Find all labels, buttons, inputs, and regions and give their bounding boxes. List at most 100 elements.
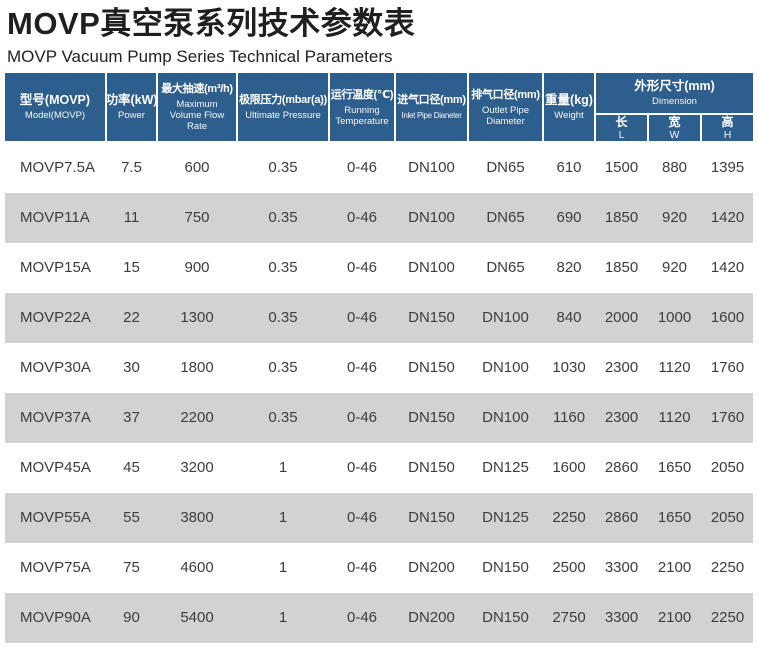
header-dim-width-en: W (669, 129, 680, 141)
cell-model: MOVP22A (20, 309, 91, 326)
cell-ultimate-pressure: 1 (278, 609, 288, 626)
table-row: MOVP90A 90 5400 1 0-46 DN200 DN150 2750 … (5, 593, 753, 643)
cell-height: 1420 (710, 209, 745, 226)
table-row: MOVP11A 11 750 0.35 0-46 DN100 DN65 690 … (5, 193, 753, 243)
cell-height: 1760 (710, 359, 745, 376)
header-dim-length-zh: 长 (615, 115, 628, 129)
cell-flow-rate: 1300 (180, 309, 214, 326)
cell-weight: 2250 (552, 509, 586, 526)
parameters-table: 型号(MOVP) Model(MOVP) 功率(kW) Power 最大抽速(m… (5, 73, 753, 643)
header-outlet-diameter-en: Outlet Pipe Diameter (482, 104, 529, 127)
cell-length: 3300 (604, 609, 639, 626)
cell-model: MOVP7.5A (20, 159, 96, 176)
header-ultimate-pressure-zh: 极限压力(mbar(a)) (239, 94, 327, 106)
cell-inlet-diameter: DN200 (408, 609, 455, 626)
cell-running-temp: 0-46 (346, 209, 378, 226)
cell-running-temp: 0-46 (346, 609, 378, 626)
table-row: MOVP22A 22 1300 0.35 0-46 DN150 DN100 84… (5, 293, 753, 343)
cell-flow-rate: 5400 (180, 609, 214, 626)
cell-running-temp: 0-46 (346, 359, 378, 376)
cell-outlet-diameter: DN150 (482, 559, 529, 576)
cell-length: 2000 (604, 309, 639, 326)
cell-ultimate-pressure: 0.35 (268, 409, 298, 426)
header-dim-width: 宽 W (649, 115, 700, 141)
table-row: MOVP37A 37 2200 0.35 0-46 DN150 DN100 11… (5, 393, 753, 443)
cell-running-temp: 0-46 (346, 259, 378, 276)
cell-weight: 690 (556, 209, 582, 226)
cell-weight: 1160 (552, 409, 586, 426)
header-inlet-diameter-zh: 进气口径(mm) (397, 94, 466, 106)
table-body: MOVP7.5A 7.5 600 0.35 0-46 DN100 DN65 61… (5, 143, 753, 643)
header-weight-en: Weight (554, 110, 584, 121)
table-row: MOVP55A 55 3800 1 0-46 DN150 DN125 2250 … (5, 493, 753, 543)
cell-power: 11 (123, 209, 140, 226)
header-dim-length-en: L (618, 129, 625, 141)
header-dimension-en: Dimension (652, 96, 697, 107)
cell-length: 3300 (604, 559, 639, 576)
cell-power: 15 (123, 259, 140, 276)
cell-power: 22 (123, 309, 140, 326)
cell-model: MOVP11A (20, 209, 90, 226)
cell-height: 1600 (710, 309, 745, 326)
page-subtitle: MOVP Vacuum Pump Series Technical Parame… (7, 47, 393, 66)
cell-flow-rate: 1800 (180, 359, 214, 376)
header-outlet-diameter-zh: 排气口径(mm) (471, 88, 540, 101)
cell-height: 2250 (710, 609, 745, 626)
header-flow-rate-en: Maximum Volume Flow Rate (169, 99, 225, 132)
cell-inlet-diameter: DN150 (408, 509, 455, 526)
cell-model: MOVP45A (20, 459, 91, 476)
cell-flow-rate: 3200 (180, 459, 214, 476)
cell-weight: 2500 (552, 559, 586, 576)
cell-model: MOVP30A (20, 359, 91, 376)
cell-running-temp: 0-46 (346, 459, 378, 476)
cell-height: 2050 (710, 509, 745, 526)
cell-width: 1650 (657, 459, 692, 476)
cell-inlet-diameter: DN100 (408, 209, 455, 226)
cell-length: 1500 (604, 159, 639, 176)
cell-ultimate-pressure: 0.35 (268, 359, 298, 376)
cell-running-temp: 0-46 (346, 409, 378, 426)
cell-width: 1650 (657, 509, 692, 526)
cell-width: 1000 (657, 309, 692, 326)
cell-weight: 840 (556, 309, 582, 326)
cell-ultimate-pressure: 0.35 (268, 259, 298, 276)
cell-ultimate-pressure: 1 (278, 459, 288, 476)
cell-inlet-diameter: DN100 (408, 259, 455, 276)
header-model: 型号(MOVP) Model(MOVP) (5, 73, 105, 141)
cell-weight: 1600 (552, 459, 586, 476)
cell-flow-rate: 3800 (180, 509, 214, 526)
cell-outlet-diameter: DN100 (482, 359, 529, 376)
cell-length: 1850 (604, 209, 639, 226)
cell-width: 880 (661, 159, 688, 176)
cell-outlet-diameter: DN100 (482, 409, 529, 426)
cell-ultimate-pressure: 1 (278, 509, 288, 526)
cell-weight: 820 (556, 259, 582, 276)
header-flow-rate-zh: 最大抽速(m³/h) (161, 83, 233, 95)
table-row: MOVP30A 30 1800 0.35 0-46 DN150 DN100 10… (5, 343, 753, 393)
header-running-temp-zh: 运行温度(℃) (330, 88, 394, 101)
cell-ultimate-pressure: 0.35 (268, 309, 298, 326)
header-power: 功率(kW) Power (107, 73, 156, 141)
cell-power: 7.5 (121, 159, 142, 176)
header-running-temp: 运行温度(℃) Running Temperature (330, 73, 394, 141)
header-dim-length: 长 L (596, 115, 647, 141)
cell-outlet-diameter: DN65 (486, 209, 525, 226)
header-dim-height: 高 H (702, 115, 753, 141)
header-dim-height-zh: 高 (721, 115, 734, 129)
cell-power: 75 (123, 559, 140, 576)
cell-outlet-diameter: DN65 (486, 259, 525, 276)
cell-width: 920 (661, 209, 688, 226)
cell-flow-rate: 600 (184, 159, 210, 176)
table-row: MOVP7.5A 7.5 600 0.35 0-46 DN100 DN65 61… (5, 143, 753, 193)
table-header: 型号(MOVP) Model(MOVP) 功率(kW) Power 最大抽速(m… (5, 73, 753, 141)
cell-height: 1420 (710, 259, 745, 276)
cell-inlet-diameter: DN150 (408, 359, 455, 376)
cell-power: 45 (123, 459, 140, 476)
cell-height: 2050 (710, 459, 745, 476)
header-dim-height-en: H (723, 129, 732, 141)
header-dimension-zh: 外形尺寸(mm) (634, 79, 715, 93)
cell-outlet-diameter: DN100 (482, 309, 529, 326)
cell-power: 30 (123, 359, 140, 376)
cell-length: 2300 (604, 409, 639, 426)
